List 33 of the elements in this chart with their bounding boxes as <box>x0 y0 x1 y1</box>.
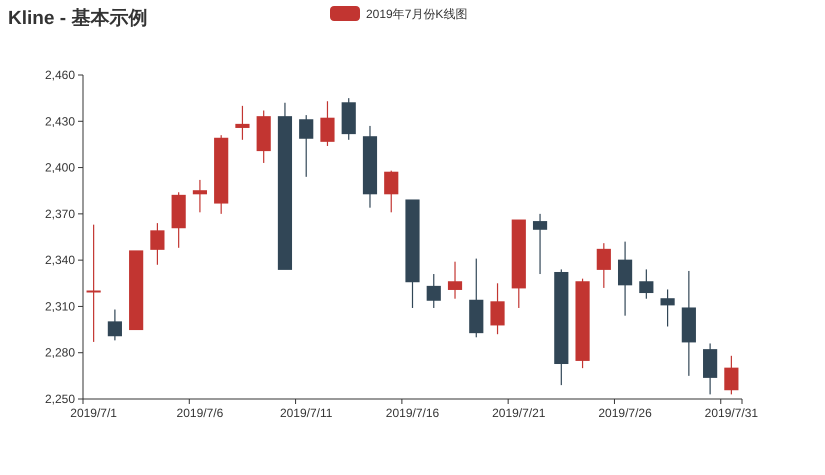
candlestick <box>660 288 675 328</box>
candlestick <box>86 224 101 343</box>
x-tick-label: 2019/7/26 <box>598 406 652 420</box>
y-tick-label: 2,250 <box>44 392 76 406</box>
candlestick <box>150 222 164 266</box>
candlestick <box>235 105 250 140</box>
candlestick <box>639 268 654 300</box>
candlestick <box>320 100 335 147</box>
candlestick <box>490 282 505 335</box>
x-tick-label: 2019/7/11 <box>280 406 333 420</box>
candlestick <box>299 114 314 178</box>
legend-label: 2019年7月份K线图 <box>366 7 468 21</box>
y-tick-label: 2,430 <box>44 114 76 128</box>
candlestick <box>108 308 122 341</box>
title: Kline - 基本示例 <box>8 8 148 29</box>
y-tick-label: 2,370 <box>44 206 76 221</box>
candlestick <box>532 213 548 275</box>
y-tick-label: 2,400 <box>44 160 76 175</box>
y-tick-label: 2,340 <box>44 253 76 268</box>
x-tick-label: 2019/7/21 <box>492 406 546 420</box>
candlestick <box>448 261 462 300</box>
x-tick-label: 2019/7/6 <box>176 406 224 420</box>
candlestick <box>192 179 208 213</box>
x-tick-label: 2019/7/1 <box>70 406 118 420</box>
x-tick-label: 2019/7/16 <box>386 406 440 420</box>
y-tick-label: 2,310 <box>44 299 76 314</box>
y-tick-label: 2,460 <box>44 68 76 82</box>
candlestick <box>426 273 441 309</box>
candlestick <box>596 242 611 289</box>
candlestick <box>384 170 398 213</box>
x-tick-label: 2019/7/31 <box>704 406 758 420</box>
y-tick-label: 2,280 <box>44 346 76 360</box>
candlestick <box>724 355 738 395</box>
